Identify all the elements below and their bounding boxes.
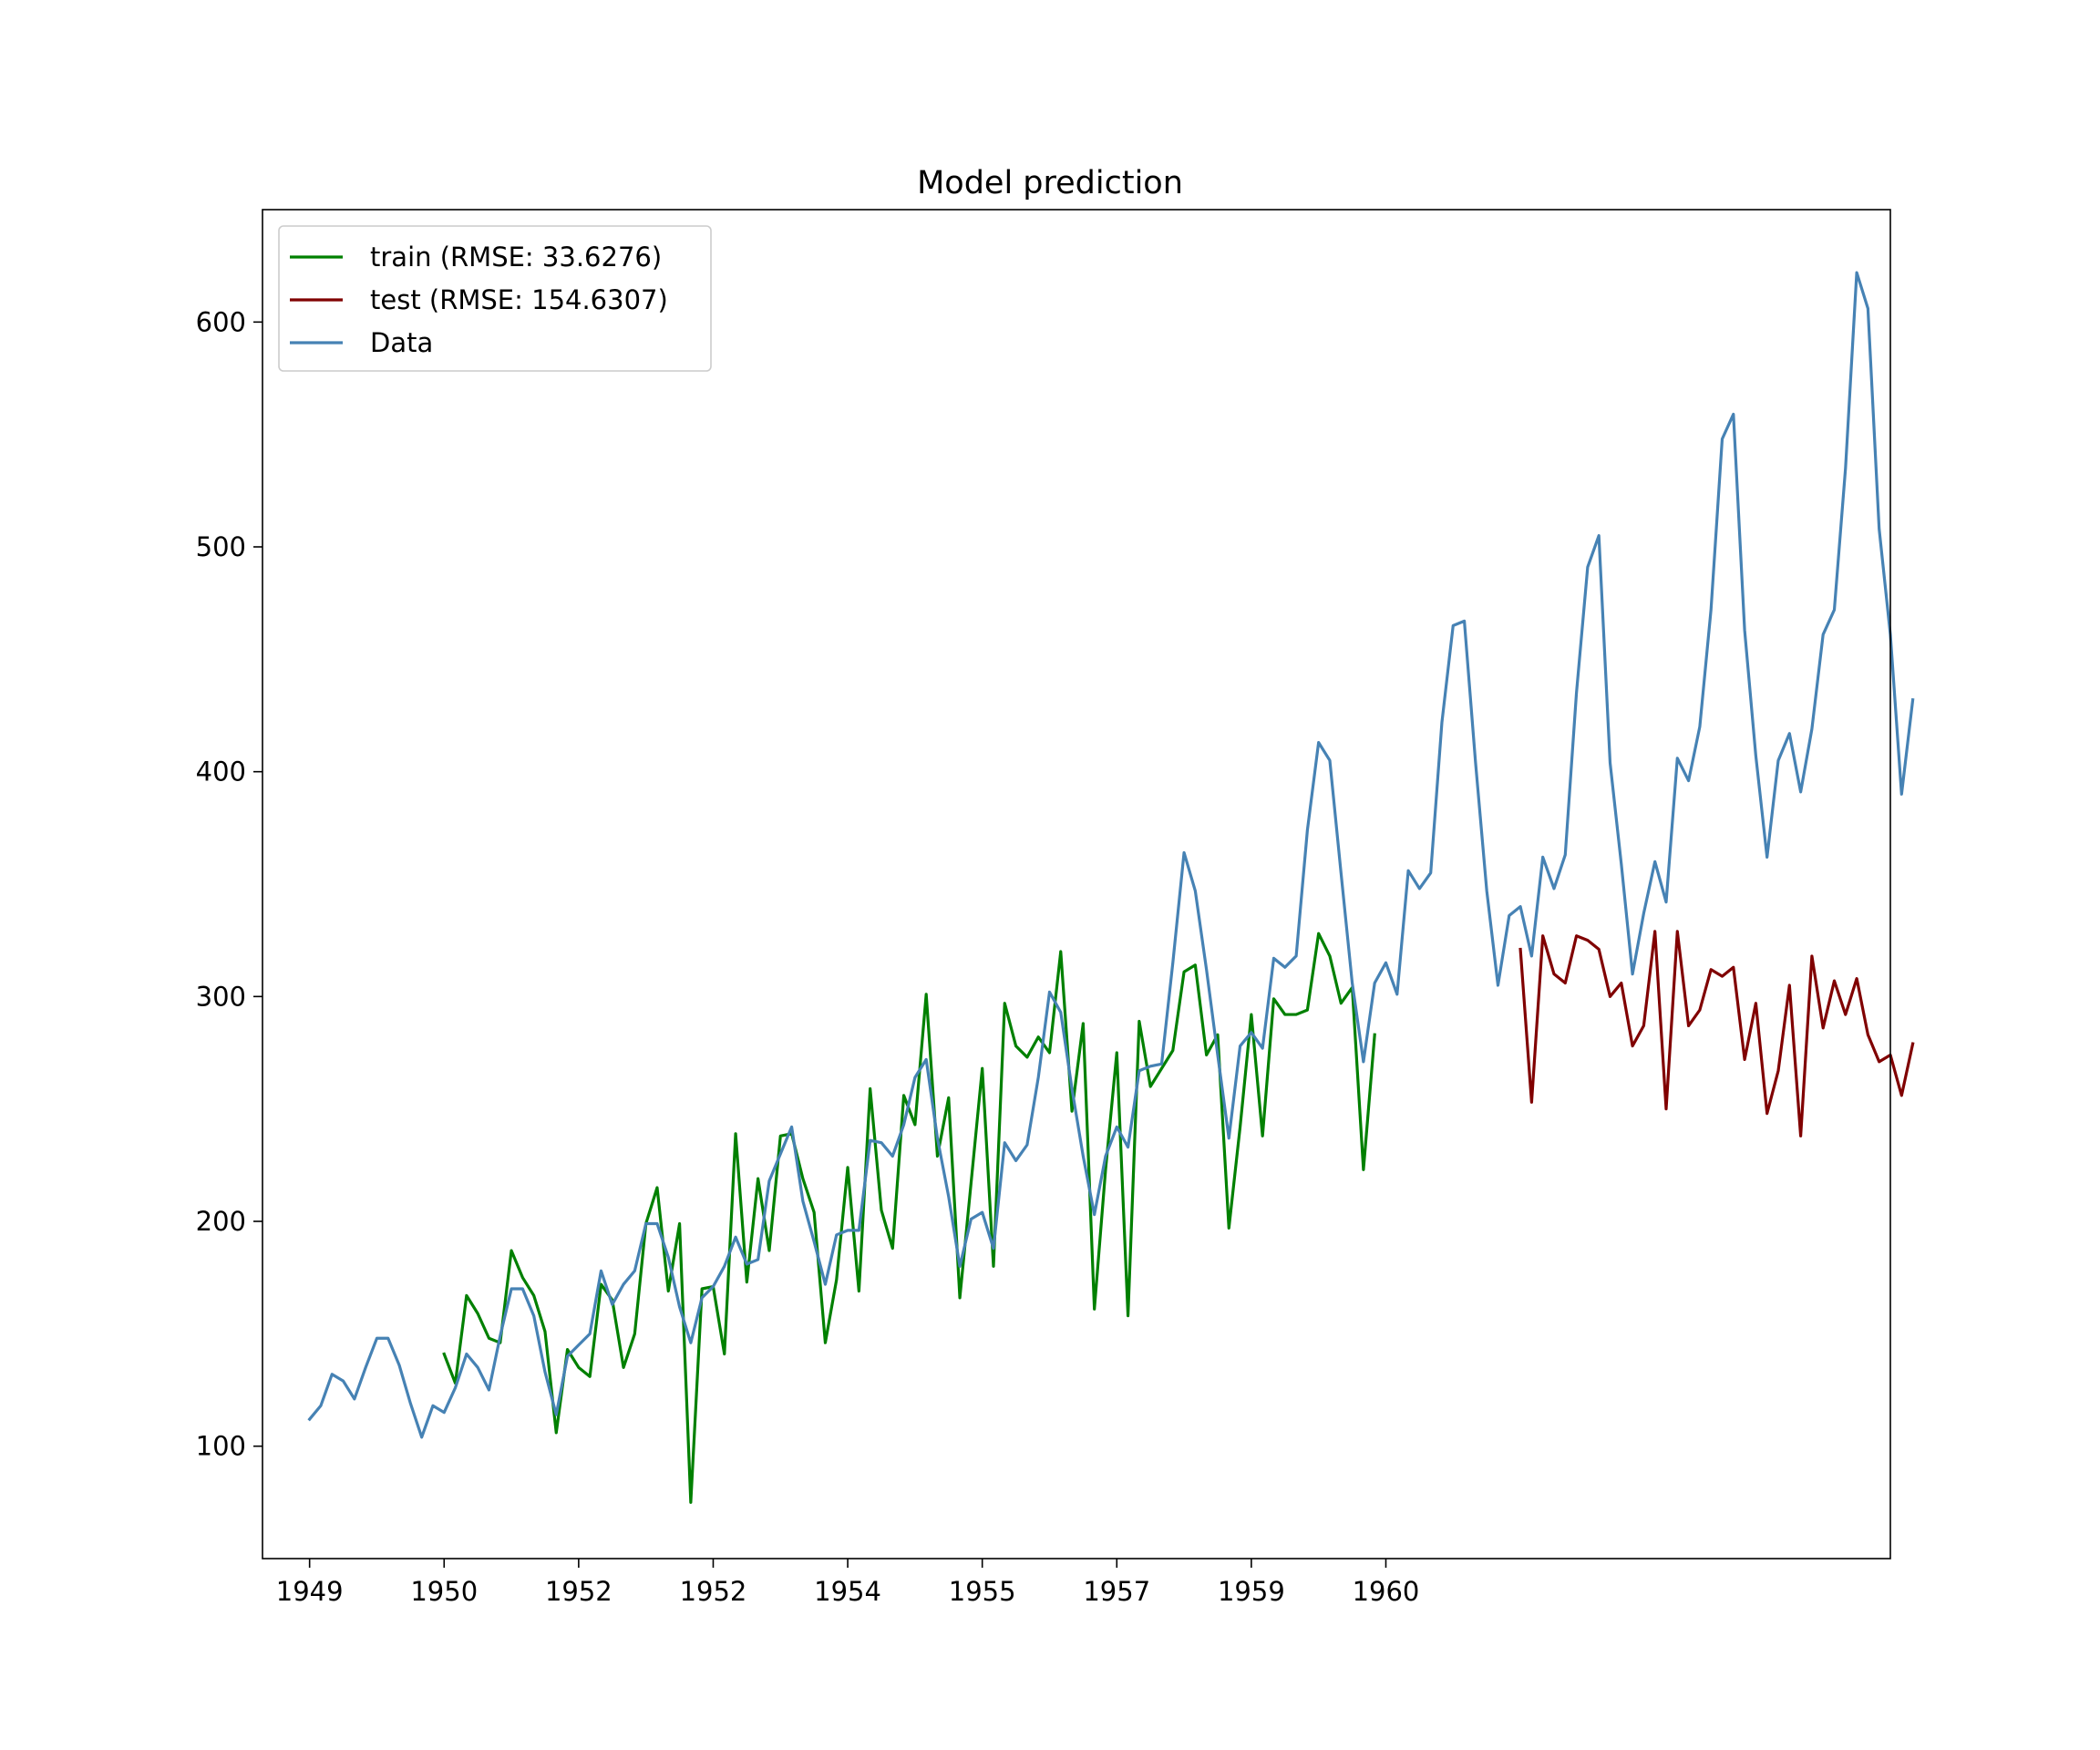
- plot-area: [262, 210, 1890, 1559]
- y-tick-label-5: 600: [196, 306, 246, 337]
- x-tick-label-3: 1952: [680, 1576, 747, 1607]
- y-tick-label-4: 500: [196, 531, 246, 562]
- y-tick-label-3: 400: [196, 757, 246, 788]
- x-tick-label-2: 1952: [545, 1576, 612, 1607]
- x-tick-label-4: 1954: [814, 1576, 881, 1607]
- y-axis: 100 200 300 400 500 600: [196, 306, 262, 1462]
- y-tick-label-0: 100: [196, 1431, 246, 1462]
- series-layer: [307, 271, 1915, 1504]
- chart-title: Model prediction: [917, 165, 1183, 201]
- legend-label-2: Data: [370, 327, 433, 358]
- x-tick-label-7: 1959: [1218, 1576, 1285, 1607]
- series-line-2: [307, 271, 1915, 1439]
- y-tick-label-2: 300: [196, 981, 246, 1012]
- series-line-1: [1518, 930, 1915, 1138]
- legend-box: [278, 225, 712, 372]
- x-axis: 1949 1950 1952 1952 1954 1955 1957 1959 1960: [276, 1559, 1420, 1607]
- legend-label-0: train (RMSE: 33.6276): [370, 242, 662, 273]
- x-tick-label-1: 1950: [410, 1576, 478, 1607]
- plot-frame: [262, 209, 1891, 1560]
- x-tick-label-5: 1955: [949, 1576, 1016, 1607]
- x-tick-label-8: 1960: [1353, 1576, 1420, 1607]
- x-tick-label-0: 1949: [276, 1576, 344, 1607]
- legend-label-1: test (RMSE: 154.6307): [370, 284, 668, 315]
- x-tick-label-6: 1957: [1083, 1576, 1150, 1607]
- legend: train (RMSE: 33.6276) test (RMSE: 154.630…: [278, 225, 712, 372]
- y-tick-label-1: 200: [196, 1206, 246, 1237]
